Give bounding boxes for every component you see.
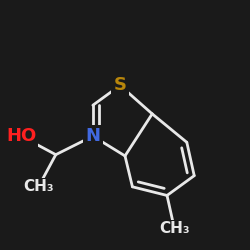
Text: CH₃: CH₃ <box>23 179 54 194</box>
Text: HO: HO <box>6 127 36 145</box>
Text: S: S <box>114 76 126 94</box>
Text: N: N <box>85 127 100 145</box>
Text: CH₃: CH₃ <box>159 221 190 236</box>
